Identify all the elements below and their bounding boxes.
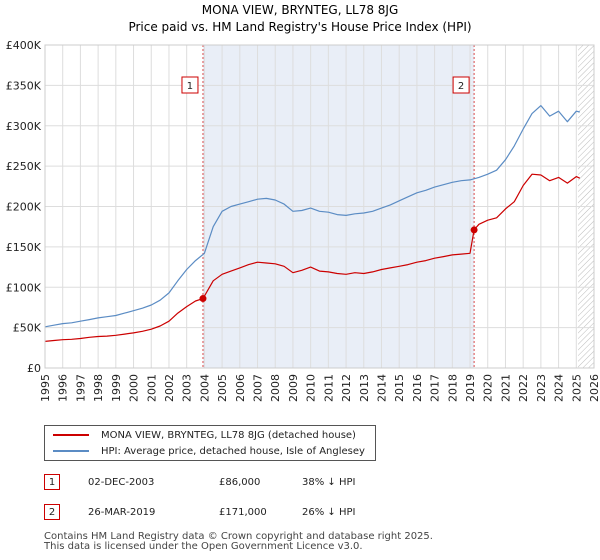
x-tick-label: 2025 [570, 374, 583, 402]
x-tick-label: 2015 [393, 374, 406, 402]
sale-label-box [452, 76, 470, 94]
sale-label-number: 2 [458, 81, 464, 92]
x-tick-label: 2000 [128, 374, 141, 402]
legend: MONA VIEW, BRYNTEG, LL78 8JG (detached h… [44, 425, 376, 461]
x-tick-label: 2014 [375, 374, 388, 402]
x-tick-label: 2010 [305, 374, 318, 402]
x-tick-label: 2019 [464, 374, 477, 402]
x-tick-label: 2006 [234, 374, 247, 402]
y-tick-label: £200K [6, 201, 42, 214]
legend-item-hpi: HPI: Average price, detached house, Isle… [53, 444, 365, 460]
x-tick-label: 2021 [499, 374, 512, 402]
sale-number-badge: 2 [44, 504, 60, 520]
hpi-series-line [44, 104, 580, 328]
y-tick-label: £300K [6, 120, 42, 133]
x-tick-label: 1995 [39, 374, 52, 402]
x-tick-label: 1996 [57, 374, 70, 402]
sale-hpi-diff: 26% ↓ HPI [302, 507, 356, 518]
y-tick-label: £0 [27, 362, 41, 375]
x-tick-label: 2023 [535, 374, 548, 402]
sale-number-badge: 1 [44, 474, 60, 490]
footer-copyright: Contains HM Land Registry data © Crown c… [44, 531, 433, 542]
sale-price: £171,000 [219, 507, 267, 518]
x-tick-label: 2017 [429, 374, 442, 402]
legend-item-property: MONA VIEW, BRYNTEG, LL78 8JG (detached h… [53, 428, 356, 444]
x-tick-label: 2012 [340, 374, 353, 402]
x-tick-label: 2005 [216, 374, 229, 402]
legend-label-hpi: HPI: Average price, detached house, Isle… [101, 446, 365, 457]
x-tick-label: 1999 [110, 374, 123, 402]
x-tick-label: 2016 [411, 374, 424, 402]
y-tick-label: £150K [6, 241, 42, 254]
x-tick-label: 2011 [322, 374, 335, 402]
footer: Contains HM Land Registry data © Crown c… [44, 532, 433, 552]
x-tick-label: 2013 [358, 374, 371, 402]
sale-label-number: 1 [187, 81, 193, 92]
x-tick-label: 2022 [517, 374, 530, 402]
sale-date: 02-DEC-2003 [88, 477, 155, 488]
x-tick-label: 2018 [446, 374, 459, 402]
footer-licence: This data is licensed under the Open Gov… [44, 541, 363, 552]
x-tick-label: 2024 [553, 374, 566, 402]
chart-title: MONA VIEW, BRYNTEG, LL78 8JG [202, 3, 399, 17]
x-tick-label: 2007 [252, 374, 265, 402]
x-tick-label: 2026 [588, 374, 600, 402]
y-tick-label: £400K [6, 39, 42, 52]
legend-label-property: MONA VIEW, BRYNTEG, LL78 8JG (detached h… [101, 430, 356, 441]
y-tick-label: £50K [13, 322, 42, 335]
x-tick-label: 2002 [163, 374, 176, 402]
x-tick-label: 2008 [269, 374, 282, 402]
x-tick-label: 2003 [181, 374, 194, 402]
plot-frame [44, 44, 595, 369]
x-tick-label: 2001 [145, 374, 158, 402]
legend-swatch-property [53, 434, 89, 436]
y-tick-label: £350K [6, 79, 42, 92]
sale-point [470, 226, 478, 234]
sale-hpi-diff: 38% ↓ HPI [302, 477, 356, 488]
x-tick-label: 2020 [482, 374, 495, 402]
y-tick-label: £100K [6, 281, 42, 294]
property-series-line [44, 173, 581, 342]
sale-point [199, 295, 207, 303]
legend-swatch-hpi [53, 450, 89, 452]
sale-price: £86,000 [219, 477, 261, 488]
x-tick-label: 2009 [287, 374, 300, 402]
x-tick-label: 1997 [74, 374, 87, 402]
x-tick-label: 1998 [92, 374, 105, 402]
chart-canvas: MONA VIEW, BRYNTEG, LL78 8JG Price paid … [6, 3, 600, 402]
x-tick-label: 2004 [198, 374, 211, 402]
y-tick-label: £250K [6, 160, 42, 173]
sale-label-box [181, 76, 199, 94]
chart-subtitle: Price paid vs. HM Land Registry's House … [128, 20, 471, 34]
sale-date: 26-MAR-2019 [88, 507, 156, 518]
